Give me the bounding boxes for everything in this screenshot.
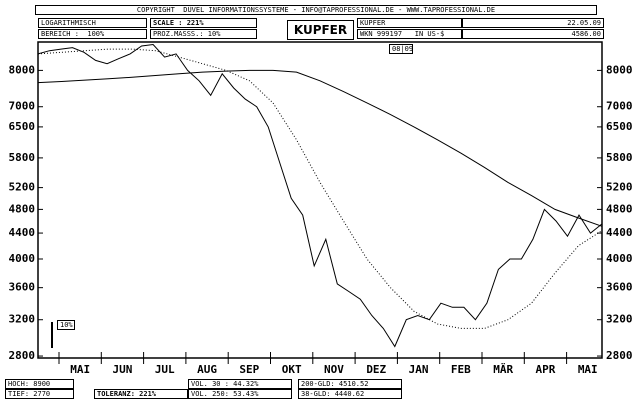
title: KUPFER bbox=[287, 20, 354, 40]
y-tick-label: 2800 bbox=[9, 349, 36, 362]
y-tick-label-right: 4400 bbox=[606, 226, 633, 239]
y-tick-label-right: 3600 bbox=[606, 281, 633, 294]
y-tick-label: 4000 bbox=[9, 252, 36, 265]
x-tick-label: MÄR bbox=[493, 362, 513, 376]
y-tick-label-right: 3200 bbox=[606, 313, 633, 326]
percent: PROZ.MASSS.: 10% bbox=[150, 29, 257, 39]
y-tick-label: 4400 bbox=[9, 226, 36, 239]
name: KUPFER bbox=[357, 18, 462, 28]
low: TIEF: 2770 bbox=[5, 389, 74, 399]
y-tick-label-right: 4000 bbox=[606, 252, 633, 265]
wkn: WKN 999197 IN US-$ bbox=[357, 29, 462, 39]
x-tick-label: AUG bbox=[197, 363, 217, 376]
y-tick-label: 3200 bbox=[9, 313, 36, 326]
x-tick-label: NOV bbox=[324, 363, 344, 376]
x-tick-label: OKT bbox=[282, 363, 302, 376]
y-tick-label-right: 5200 bbox=[606, 181, 633, 194]
price-line bbox=[37, 69, 603, 227]
vol30: VOL. 30 : 44.32% bbox=[188, 379, 292, 389]
price-line bbox=[37, 43, 603, 348]
x-tick-label: JUL bbox=[155, 363, 175, 376]
y-tick-label: 4800 bbox=[9, 202, 36, 215]
scale: SCALE : 221% bbox=[150, 18, 257, 28]
y-tick-label-right: 7000 bbox=[606, 100, 633, 113]
scale-type: LOGARITHMISCH bbox=[38, 18, 147, 28]
y-tick-label: 3600 bbox=[9, 281, 36, 294]
range: BEREICH : 100% bbox=[38, 29, 147, 39]
gld200: 200-GLD: 4510.52 bbox=[298, 379, 402, 389]
gld38: 38-GLD: 4440.62 bbox=[298, 389, 402, 399]
date: 22.05.09 bbox=[462, 18, 604, 28]
y-tick-label-right: 8000 bbox=[606, 63, 633, 76]
plot-frame bbox=[37, 41, 603, 359]
y-tick-label-right: 2800 bbox=[606, 349, 633, 362]
y-tick-label-right: 5800 bbox=[606, 151, 633, 164]
x-tick-label: JAN bbox=[409, 363, 429, 376]
x-tick-label: MAI bbox=[70, 363, 90, 376]
y-tick-label: 5800 bbox=[9, 151, 36, 164]
years: 08|09 bbox=[389, 44, 413, 54]
high: HOCH: 8900 bbox=[5, 379, 74, 389]
x-tick-label: SEP bbox=[239, 363, 259, 376]
vol250: VOL. 250: 53.43% bbox=[188, 389, 292, 399]
percent-marker: 10% bbox=[57, 320, 75, 330]
price: 4586.00 bbox=[462, 29, 604, 39]
y-tick-label: 7000 bbox=[9, 100, 36, 113]
y-tick-label: 5200 bbox=[9, 181, 36, 194]
x-tick-label: JUN bbox=[113, 363, 133, 376]
price-line bbox=[37, 48, 603, 329]
x-tick-label: APR bbox=[536, 363, 556, 376]
y-tick-label: 8000 bbox=[9, 63, 36, 76]
y-tick-label-right: 6500 bbox=[606, 120, 633, 133]
y-tick-label-right: 4800 bbox=[606, 202, 633, 215]
copyright: COPYRIGHT DÜVEL INFORMATIONSSYSTEME - IN… bbox=[35, 5, 597, 15]
tolerance: TOLERANZ: 221% bbox=[94, 389, 188, 399]
x-tick-label: FEB bbox=[451, 363, 471, 376]
y-tick-label: 6500 bbox=[9, 120, 36, 133]
x-tick-label: MAI bbox=[578, 363, 598, 376]
x-tick-label: DEZ bbox=[366, 363, 386, 376]
